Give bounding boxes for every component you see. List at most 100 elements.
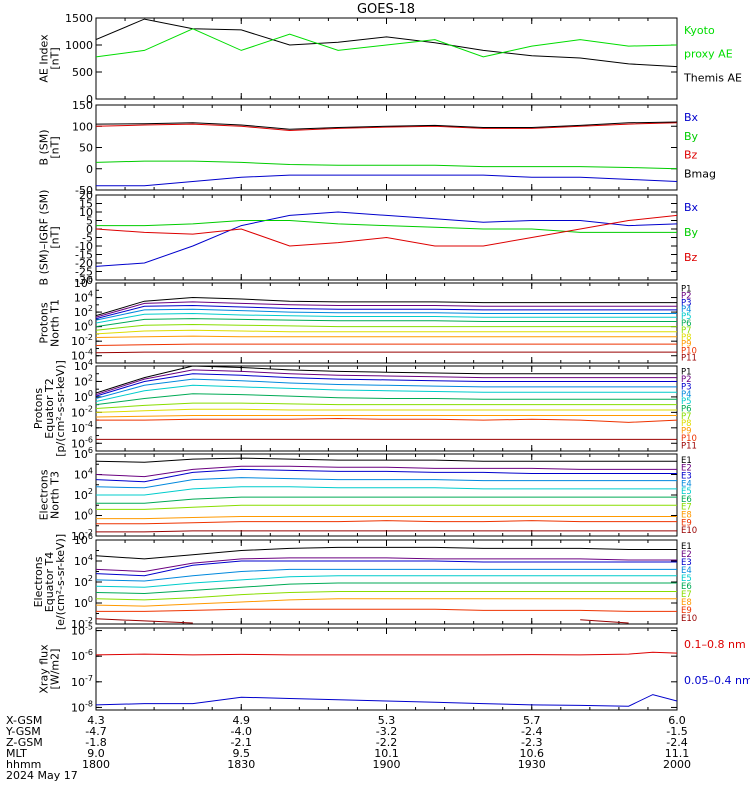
y-tick-label: 104 bbox=[74, 290, 93, 305]
panel-frame bbox=[95, 17, 678, 100]
y-tick-label: 10-8 bbox=[71, 699, 93, 714]
series-line bbox=[96, 296, 677, 317]
x-tick-label: 6.0 bbox=[668, 714, 686, 727]
y-axis-label: North T3 bbox=[49, 471, 62, 519]
series-line bbox=[96, 343, 677, 346]
panel-frame bbox=[95, 453, 678, 537]
y-axis-label: Electrons bbox=[32, 556, 45, 607]
x-tick-label: -4.7 bbox=[85, 725, 106, 738]
date-label: 2024 May 17 bbox=[6, 769, 78, 782]
series-line bbox=[96, 408, 677, 413]
y-tick-label: -20 bbox=[75, 257, 93, 270]
series-line bbox=[96, 415, 677, 418]
legend-entry: E5 bbox=[681, 487, 692, 497]
y-tick-label: -30 bbox=[75, 274, 93, 287]
series-line bbox=[96, 122, 677, 132]
legend-entry: 0.05–0.4 nm bbox=[684, 674, 750, 687]
y-tick-label: 50 bbox=[79, 142, 93, 155]
legend-entry: P8 bbox=[681, 419, 692, 429]
y-tick-label: 100 bbox=[74, 595, 93, 610]
y-tick-label: 10 bbox=[79, 206, 93, 219]
legend-entry: Bmag bbox=[684, 167, 716, 180]
y-tick-label: 102 bbox=[74, 574, 93, 589]
x-axis-row-label: hhmm bbox=[6, 758, 41, 771]
series-line bbox=[96, 530, 677, 533]
y-axis-label: [nT] bbox=[49, 47, 62, 69]
x-axis-labels: X-GSM 4.3 4.9 5.3 5.7 6.0Y-GSM -4.7 -4.0 -3.2 -2.… bbox=[5, 714, 691, 782]
x-tick-label: 5.3 bbox=[378, 714, 396, 727]
x-tick-label: 4.9 bbox=[233, 714, 251, 727]
legend-entry: E3 bbox=[681, 558, 692, 568]
y-tick-label: 102 bbox=[74, 304, 93, 319]
x-tick-label: 2000 bbox=[663, 758, 691, 771]
legend-entry: Bz bbox=[684, 251, 698, 264]
legend-entry: Bz bbox=[684, 149, 698, 162]
series-line bbox=[96, 329, 677, 335]
panel-frame bbox=[95, 539, 678, 625]
series-line bbox=[96, 694, 677, 707]
legend-entry: P11 bbox=[681, 441, 697, 451]
legend-entry: E3 bbox=[681, 472, 692, 482]
y-tick-label: 100 bbox=[74, 389, 93, 404]
legend-entry: E10 bbox=[681, 614, 697, 624]
legend-entry: P10 bbox=[681, 347, 697, 357]
legend-entry: P5 bbox=[681, 397, 692, 407]
legend-entry: Kyoto bbox=[684, 24, 715, 37]
series-line bbox=[96, 160, 677, 170]
y-axis-label: Protons bbox=[32, 388, 45, 429]
legend-entry: E9 bbox=[681, 606, 692, 616]
panel-frame bbox=[95, 365, 678, 452]
legend-entry: P2 bbox=[681, 291, 692, 301]
series-line bbox=[96, 312, 677, 324]
x-tick-label: 10.1 bbox=[374, 747, 399, 760]
legend-entry: E7 bbox=[681, 590, 692, 600]
y-axis-label: Xray flux bbox=[38, 644, 51, 694]
y-axis-label: [nT] bbox=[49, 226, 62, 248]
series-line bbox=[96, 335, 677, 338]
y-tick-label: 100 bbox=[72, 120, 93, 133]
legend-entry: E6 bbox=[681, 582, 692, 592]
y-tick-label: 1000 bbox=[65, 39, 93, 52]
legend-entry: E6 bbox=[681, 495, 692, 505]
y-tick-label: 150 bbox=[72, 99, 93, 112]
panel-bsm: -50 0 50 100 150 B (SM)[nT] Bx By Bz Bmag bbox=[38, 99, 717, 197]
series-line bbox=[96, 575, 677, 588]
y-tick-label: 0 bbox=[86, 163, 93, 176]
legend-entry: E1 bbox=[681, 542, 692, 552]
x-tick-label: -2.2 bbox=[376, 736, 397, 749]
panel-frame bbox=[95, 282, 678, 364]
series-line bbox=[96, 384, 677, 402]
legend-entry: Bx bbox=[684, 201, 699, 214]
y-axis-label: North T1 bbox=[49, 299, 62, 347]
series-line bbox=[96, 323, 677, 331]
y-axis-label: Equator T4 bbox=[43, 552, 56, 612]
x-tick-label: -3.2 bbox=[376, 725, 397, 738]
x-tick-label: 9.5 bbox=[233, 747, 251, 760]
legend-entry: E9 bbox=[681, 518, 692, 528]
y-tick-label: 102 bbox=[74, 373, 93, 388]
y-tick-label: 10-4 bbox=[71, 420, 93, 435]
legend-entry: proxy AE bbox=[684, 48, 733, 61]
x-tick-label: 10.6 bbox=[520, 747, 545, 760]
series-line bbox=[96, 402, 677, 409]
y-tick-label: 106 bbox=[74, 446, 93, 461]
legend-entry: Bx bbox=[684, 111, 699, 124]
legend-entry: E10 bbox=[681, 526, 697, 536]
series-line bbox=[96, 496, 677, 504]
series-line bbox=[96, 318, 677, 328]
panel-frame bbox=[95, 627, 678, 711]
legend-entry: E4 bbox=[681, 566, 692, 576]
legend-entry: E1 bbox=[681, 456, 692, 466]
y-tick-label: 104 bbox=[74, 553, 93, 568]
legend-entry: P10 bbox=[681, 434, 697, 444]
y-tick-label: 106 bbox=[74, 532, 93, 547]
legend-entry: P8 bbox=[681, 333, 692, 343]
figure-title: GOES-18 bbox=[357, 2, 415, 17]
x-tick-label: 1830 bbox=[227, 758, 255, 771]
legend-entry: Themis AE bbox=[683, 71, 742, 84]
legend-entry: P9 bbox=[681, 427, 692, 437]
